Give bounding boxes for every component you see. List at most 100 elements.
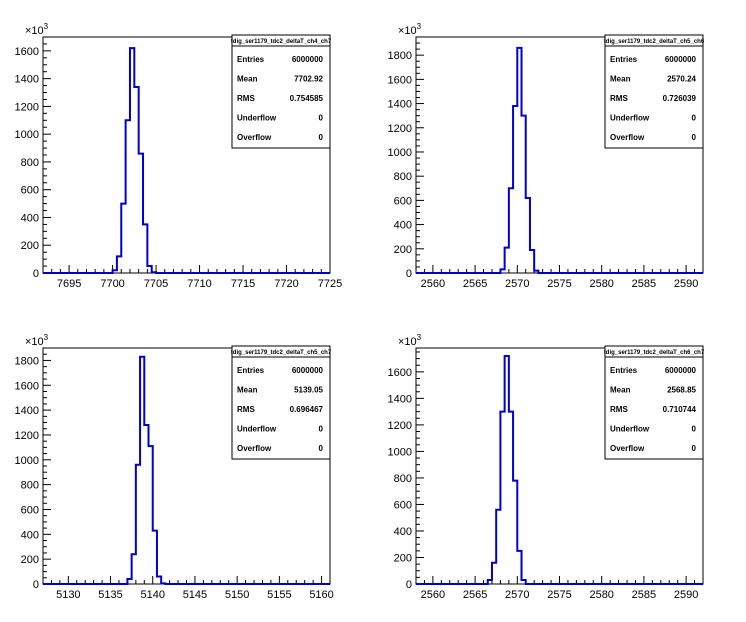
y-exponent-label: ×103	[25, 333, 49, 348]
y-tick-label: 600	[21, 185, 39, 197]
y-tick-label: 200	[21, 240, 39, 252]
stats-label: Mean	[610, 75, 631, 84]
y-tick-label: 1400	[15, 405, 39, 417]
x-tick-label: 7700	[100, 278, 124, 290]
histogram-bin	[488, 580, 492, 584]
y-tick-label: 1200	[15, 101, 39, 113]
x-tick-label: 2565	[463, 589, 487, 601]
histogram-bin	[513, 106, 517, 273]
y-exponent-label: ×103	[398, 333, 422, 348]
x-tick-label: 5130	[56, 589, 80, 601]
stats-label: RMS	[237, 94, 255, 103]
histogram-bin	[149, 446, 153, 584]
stats-label: Mean	[610, 386, 631, 395]
x-tick-label: 7720	[274, 278, 298, 290]
histogram-bin	[522, 580, 526, 584]
stats-label: RMS	[610, 94, 628, 103]
stats-box: tdig_ser1179_tdc2_deltaT_ch5_ch7 Entries 6…	[231, 345, 332, 460]
x-tick-label: 2590	[674, 278, 698, 290]
histogram-bin	[517, 551, 521, 584]
stats-value: 0	[319, 444, 324, 453]
x-tick-label: 7715	[231, 278, 255, 290]
histogram-bin	[144, 425, 148, 584]
histogram-bin	[152, 272, 156, 273]
histogram-bin	[526, 198, 530, 273]
y-exponent-label: ×103	[398, 22, 422, 37]
stats-label: Entries	[237, 55, 265, 64]
stats-label: Entries	[610, 366, 638, 375]
histogram-bin	[134, 87, 138, 273]
histogram-bin	[513, 481, 517, 584]
stats-label: Overflow	[237, 444, 272, 453]
stats-label: Entries	[610, 55, 638, 64]
stats-box-frame	[604, 34, 704, 149]
stats-value: 6000000	[292, 55, 324, 64]
histogram-bin	[139, 154, 143, 273]
stats-value: 0	[692, 133, 697, 142]
stats-value: 6000000	[665, 55, 697, 64]
x-tick-label: 7705	[144, 278, 168, 290]
y-tick-label: 1000	[15, 455, 39, 467]
histogram-title: tdig_ser1179_tdc2_deltaT_ch5_ch6	[604, 39, 705, 45]
histogram-panel-1: 7695 7700 7705 7710 7715 7720 7725 0 200 400 600 80…	[15, 22, 343, 290]
histogram-bin	[505, 356, 509, 584]
histogram-bin	[127, 579, 131, 584]
y-exponent-label: ×103	[25, 22, 49, 37]
y-tick-label: 600	[394, 499, 412, 511]
x-tick-label: 2585	[632, 278, 656, 290]
x-tick-label: 2565	[463, 278, 487, 290]
stats-value: 0	[319, 133, 324, 142]
stats-value: 0.726039	[663, 94, 697, 103]
stats-value: 7702.92	[294, 75, 323, 84]
histogram-bin	[147, 266, 151, 273]
x-tick-label: 5135	[98, 589, 122, 601]
histogram-panel-3: 5130 5135 5140 5145 5150 5155 5160 0 200 400 600 80…	[15, 333, 334, 601]
y-tick-label: 1000	[15, 129, 39, 141]
stats-value: 0	[319, 425, 324, 434]
stats-value: 0.696467	[290, 405, 324, 414]
histogram-bin	[509, 412, 513, 584]
stats-label: RMS	[610, 405, 628, 414]
stats-value: 0	[692, 114, 697, 123]
histogram-bin	[500, 412, 504, 584]
histogram-bin	[505, 248, 509, 273]
y-tick-label: 400	[21, 212, 39, 224]
stats-label: Overflow	[237, 133, 272, 142]
histogram-bin	[140, 357, 144, 584]
histogram-bin	[492, 563, 496, 584]
stats-value: 5139.05	[294, 386, 323, 395]
stats-label: Underflow	[610, 425, 650, 434]
y-tick-label: 1000	[388, 147, 412, 159]
y-tick-label: 1200	[388, 123, 412, 135]
histogram-panel-4: 2560 2565 2570 2575 2580 2585 2590 0 200 400 600 80…	[388, 333, 705, 601]
histogram-bin	[121, 204, 125, 273]
x-tick-label: 2570	[505, 589, 529, 601]
stats-label: RMS	[237, 405, 255, 414]
stats-value: 2568.85	[667, 386, 696, 395]
stats-value: 6000000	[665, 366, 697, 375]
y-tick-label: 200	[394, 244, 412, 256]
stats-value: 0.710744	[663, 405, 697, 414]
y-tick-label: 400	[21, 529, 39, 541]
y-tick-label: 800	[21, 480, 39, 492]
stats-label: Mean	[237, 75, 258, 84]
y-tick-label: 400	[394, 220, 412, 232]
stats-value: 6000000	[292, 366, 324, 375]
stats-value: 0	[692, 425, 697, 434]
y-tick-label: 1400	[388, 393, 412, 405]
x-tick-label: 5150	[225, 589, 249, 601]
histogram-bin	[509, 188, 513, 273]
x-tick-label: 5160	[309, 589, 333, 601]
histogram-bin	[117, 256, 121, 273]
y-tick-label: 0	[33, 268, 39, 280]
histogram-title: tdig_ser1179_tdc2_deltaT_ch4_ch7	[231, 39, 332, 45]
y-tick-label: 0	[406, 268, 412, 280]
histogram-bin	[132, 554, 136, 584]
y-tick-label: 0	[33, 579, 39, 591]
histogram-title: tdig_ser1179_tdc2_deltaT_ch6_ch7	[604, 350, 705, 356]
y-tick-label: 1000	[388, 446, 412, 458]
stats-label: Overflow	[610, 444, 645, 453]
histogram-bin	[136, 465, 140, 584]
histogram-bin	[500, 269, 504, 273]
